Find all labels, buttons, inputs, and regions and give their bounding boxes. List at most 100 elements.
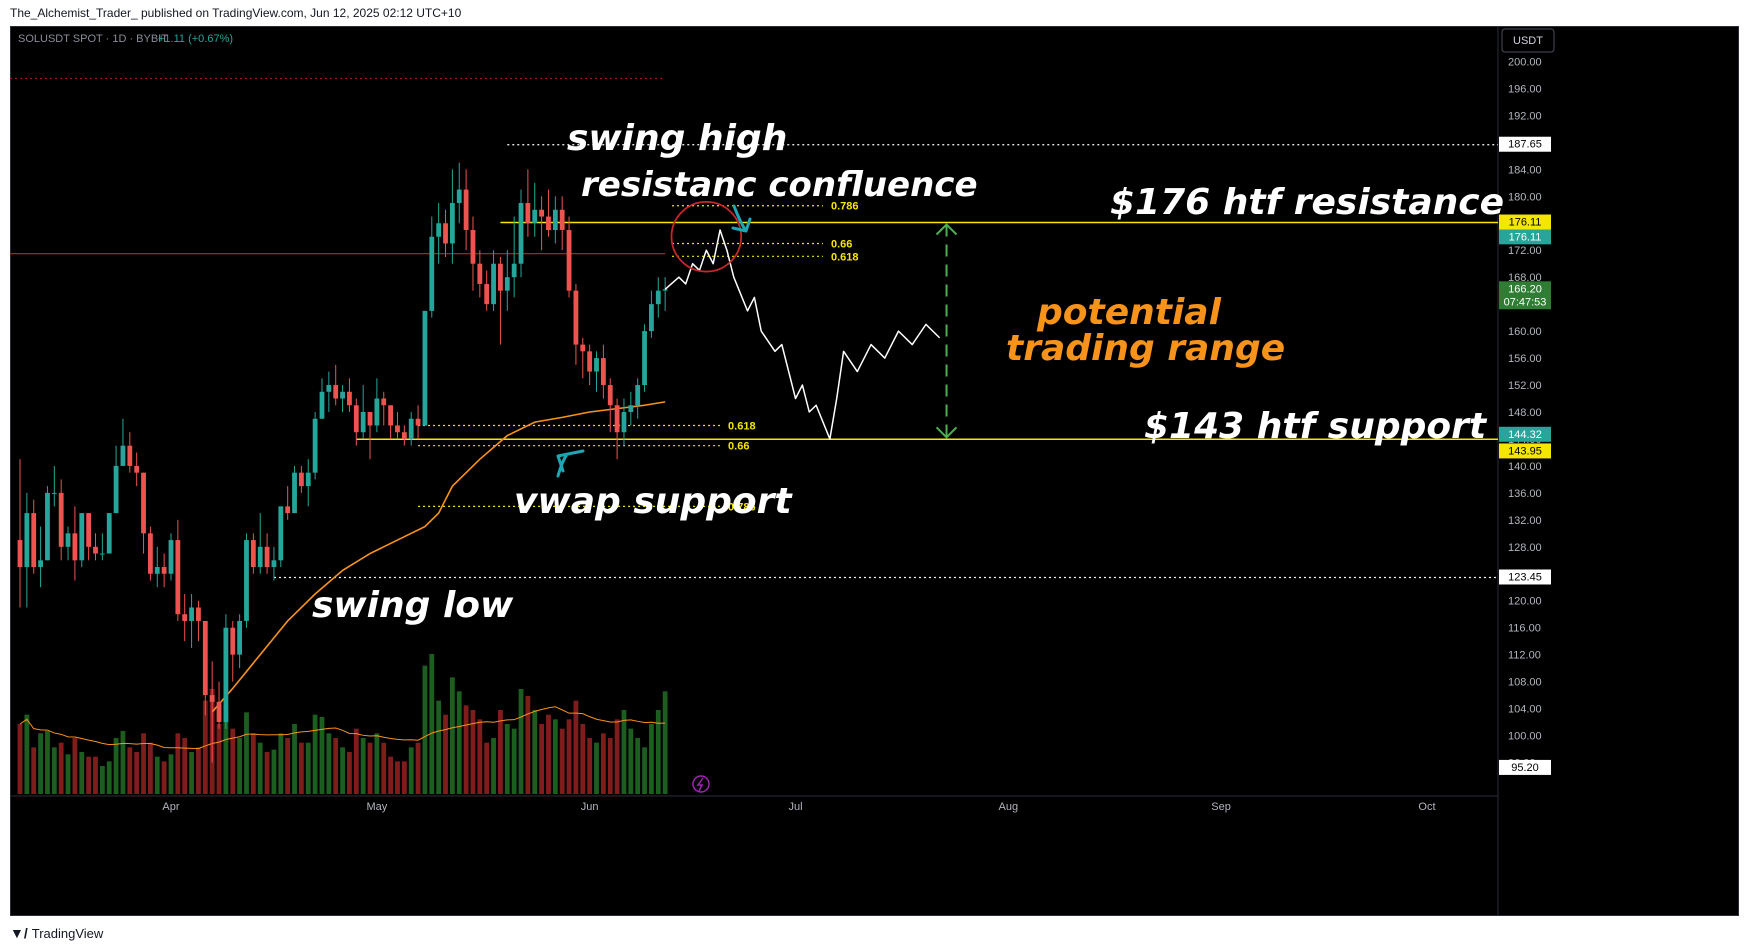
time-tick-label: Oct [1418,801,1435,813]
volume-bar [161,761,167,794]
candle-body [456,189,462,204]
volume-bar [38,733,43,794]
volume-bar [65,754,71,794]
candle-body [401,432,407,439]
volume-bar [573,700,579,794]
price-tag-box [1499,136,1551,152]
candle-body [209,695,215,702]
tradingview-logo-icon: ▼/ [10,925,28,941]
candles-layer [17,162,668,763]
volume-bar [168,754,174,794]
candle-body [72,533,78,561]
annotation-trading-range: trading range [1006,328,1285,369]
volume-bar [635,738,641,794]
volume-bar [326,733,332,794]
volume-bar [147,742,153,794]
candle-body [347,391,352,406]
volume-bar [120,731,126,794]
candle-body [484,283,490,305]
volume-bar [463,705,469,794]
price-tick-label: 120.00 [1508,596,1542,608]
publisher-bar: The_Alchemist_Trader_ published on Tradi… [0,0,1749,26]
price-tag-box [1499,569,1551,585]
time-tick-label: Jun [581,801,599,813]
candle-body [113,465,119,514]
fib-label: 0.786 [728,501,756,513]
candle-body [141,472,146,534]
vwap-arrow [556,449,585,478]
candle-body [319,391,325,419]
axis-layer: 200.00196.00192.00188.00184.00180.00176.… [162,56,1551,813]
volume-bar [449,677,455,794]
fib-label: 0.66 [831,238,852,250]
volume-bar [305,742,311,794]
candle-body [38,560,43,568]
candle-body [388,405,394,426]
volume-bar [45,731,50,794]
candle-body [86,513,92,547]
candle-body [443,223,448,244]
price-tick-label: 152.00 [1508,380,1542,392]
volume-bar [401,761,407,794]
candle-body [449,203,455,244]
price-tick-label: 108.00 [1508,677,1542,689]
volume-bar [24,714,30,794]
volume-bar [292,724,297,794]
range-arrow-top-head [935,223,958,236]
price-tag-label: 123.45 [1508,571,1542,583]
volume-bar [395,761,400,794]
candle-body [202,620,208,696]
annotation-resistance-confluence: resistanc confluence [581,165,978,205]
time-tick-label: Jul [789,801,803,813]
candle-body [285,506,291,514]
fib-label: 0.618 [831,251,859,263]
candle-body [292,472,297,514]
volume-bar [58,742,64,794]
volume-bar [456,691,462,794]
volume-bar [607,738,613,794]
alert-bolt-icon[interactable] [692,775,710,793]
candle-body [257,546,263,568]
candle-body [504,277,510,291]
projection-layer [664,201,958,440]
volume-bar [340,747,345,794]
fib-label: 0.618 [728,420,756,432]
volume-bar [312,714,318,794]
candle-body [250,540,256,568]
candle-body [230,627,236,655]
candle-body [31,513,37,568]
volume-bar [662,691,668,794]
volume-bar [333,738,339,794]
candle-body [216,701,222,723]
candle-body [271,560,277,568]
volume-bar [353,728,359,794]
candle-body [278,506,284,561]
candle-body [621,412,627,433]
candle-body [511,263,517,278]
candle-body [298,472,304,487]
candle-body [525,203,531,224]
price-tick-label: 104.00 [1508,704,1542,716]
projection-path [664,229,941,440]
volume-bar [154,756,160,794]
volume-bar [347,752,352,794]
chart-frame[interactable] [10,26,1739,916]
candle-body [518,203,524,264]
volume-bar [491,738,496,794]
candle-body [655,290,661,305]
time-tick-label: May [366,801,387,813]
price-tick-label: 184.00 [1508,164,1542,176]
candle-body [422,310,428,426]
candle-body [353,405,359,433]
volume-bar [278,733,284,794]
volume-bar [539,724,545,794]
candle-body [58,492,64,547]
candle-body [470,230,476,264]
candle-body [546,216,551,230]
candle-body [552,209,558,230]
currency-box[interactable] [1501,28,1555,53]
volume-bar [113,738,119,794]
candle-body [415,418,421,426]
volume-bar [237,738,243,794]
